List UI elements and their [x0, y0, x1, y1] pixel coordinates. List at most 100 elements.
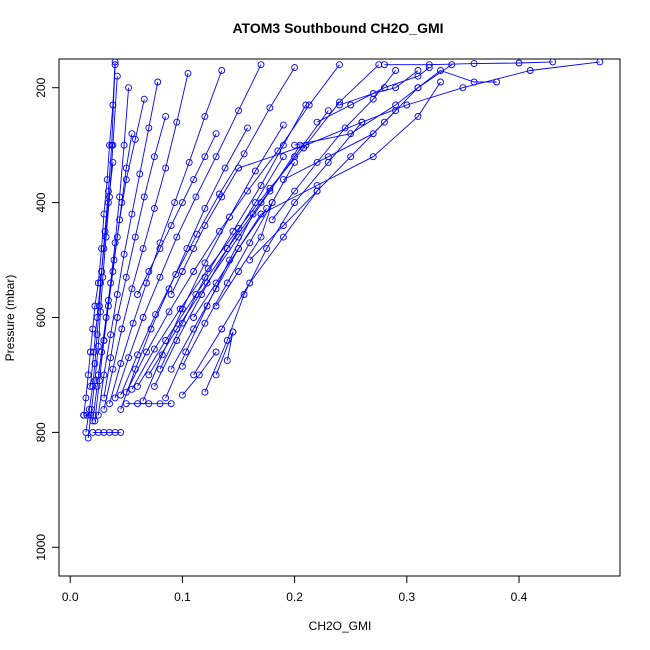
y-tick-label: 400: [34, 192, 48, 212]
data-point: [167, 365, 175, 373]
series-line: [83, 61, 116, 416]
data-point: [212, 153, 220, 161]
data-point: [229, 227, 237, 235]
data-point: [266, 187, 274, 195]
data-point: [244, 124, 251, 132]
data-point: [167, 291, 175, 298]
data-point: [120, 250, 128, 258]
data-point: [110, 256, 118, 264]
data-point: [100, 405, 108, 413]
series-profile: [86, 158, 117, 390]
data-point: [223, 337, 231, 344]
data-point: [235, 107, 242, 115]
data-point: [549, 58, 557, 66]
data-point: [223, 357, 231, 365]
data-point: [167, 222, 175, 230]
series-profile: [89, 428, 125, 436]
series-profile: [268, 67, 400, 224]
x-axis: 0.0 0.1 0.2 0.3 0.4: [62, 575, 528, 604]
series-line: [283, 110, 396, 181]
series-line: [87, 76, 118, 439]
data-point: [347, 101, 355, 109]
data-point: [117, 391, 125, 399]
data-point: [82, 394, 90, 402]
data-point: [145, 371, 153, 379]
data-point: [145, 124, 153, 132]
data-point: [131, 135, 139, 143]
series-line: [193, 190, 318, 376]
data-point: [246, 279, 254, 287]
series-profile: [150, 153, 287, 390]
data-point: [268, 199, 276, 207]
data-point: [201, 204, 209, 212]
data-point: [162, 112, 170, 120]
series-line: [182, 351, 217, 396]
data-point: [136, 170, 144, 178]
data-point: [128, 130, 136, 138]
data-point: [156, 273, 164, 281]
data-point: [190, 314, 198, 321]
series-line: [85, 64, 116, 433]
data-point: [150, 153, 158, 161]
series-line: [97, 81, 159, 416]
y-tick-label: 800: [34, 422, 48, 442]
data-point: [235, 268, 242, 275]
data-point: [263, 245, 271, 253]
series-profile: [336, 67, 422, 109]
y-tick-label: 600: [34, 307, 48, 327]
y-tick-label: 200: [34, 77, 48, 97]
data-point: [257, 210, 265, 218]
data-point: [251, 167, 259, 175]
y-axis-label: Pressure (mbar): [3, 275, 17, 362]
chart-title: ATOM3 Southbound CH2O_GMI: [232, 20, 443, 36]
data-point: [235, 245, 242, 253]
data-point: [212, 302, 220, 310]
series-profile: [134, 130, 220, 298]
data-point: [80, 411, 88, 419]
data-point: [459, 84, 467, 92]
data-point: [139, 397, 147, 405]
data-point: [134, 291, 141, 298]
data-point: [515, 59, 523, 67]
series-line: [260, 81, 441, 215]
series-profile: [100, 69, 192, 413]
data-point: [291, 199, 299, 207]
data-point: [201, 222, 209, 230]
data-point: [403, 101, 411, 109]
data-point: [83, 411, 91, 419]
data-point: [392, 84, 400, 92]
series-line: [89, 162, 114, 387]
data-point: [215, 227, 223, 235]
data-point: [134, 382, 141, 390]
data-point: [246, 256, 254, 264]
data-point: [336, 61, 343, 69]
series-profile: [80, 411, 98, 419]
data-point: [91, 417, 99, 425]
data-point: [122, 176, 130, 184]
data-point: [178, 319, 186, 327]
data-point: [111, 61, 119, 69]
data-point: [291, 187, 299, 195]
series-line: [103, 116, 167, 398]
data-point: [173, 118, 181, 126]
data-point: [203, 279, 211, 287]
data-point: [380, 118, 388, 126]
series-profile: [167, 164, 242, 298]
data-point: [122, 400, 130, 408]
data-point: [84, 434, 92, 442]
data-point: [358, 118, 366, 126]
data-point: [117, 360, 125, 367]
data-point: [131, 365, 139, 373]
data-point: [257, 233, 265, 241]
data-point: [201, 112, 209, 120]
series-profile: [223, 328, 237, 365]
series-line: [109, 70, 223, 404]
series-line: [131, 64, 380, 390]
data-point: [392, 67, 400, 74]
x-tick-label: 0.2: [286, 590, 303, 604]
data-point: [229, 328, 237, 336]
data-point: [145, 268, 153, 275]
data-point: [167, 400, 175, 408]
data-point: [257, 61, 265, 69]
series-layer: [80, 58, 604, 442]
